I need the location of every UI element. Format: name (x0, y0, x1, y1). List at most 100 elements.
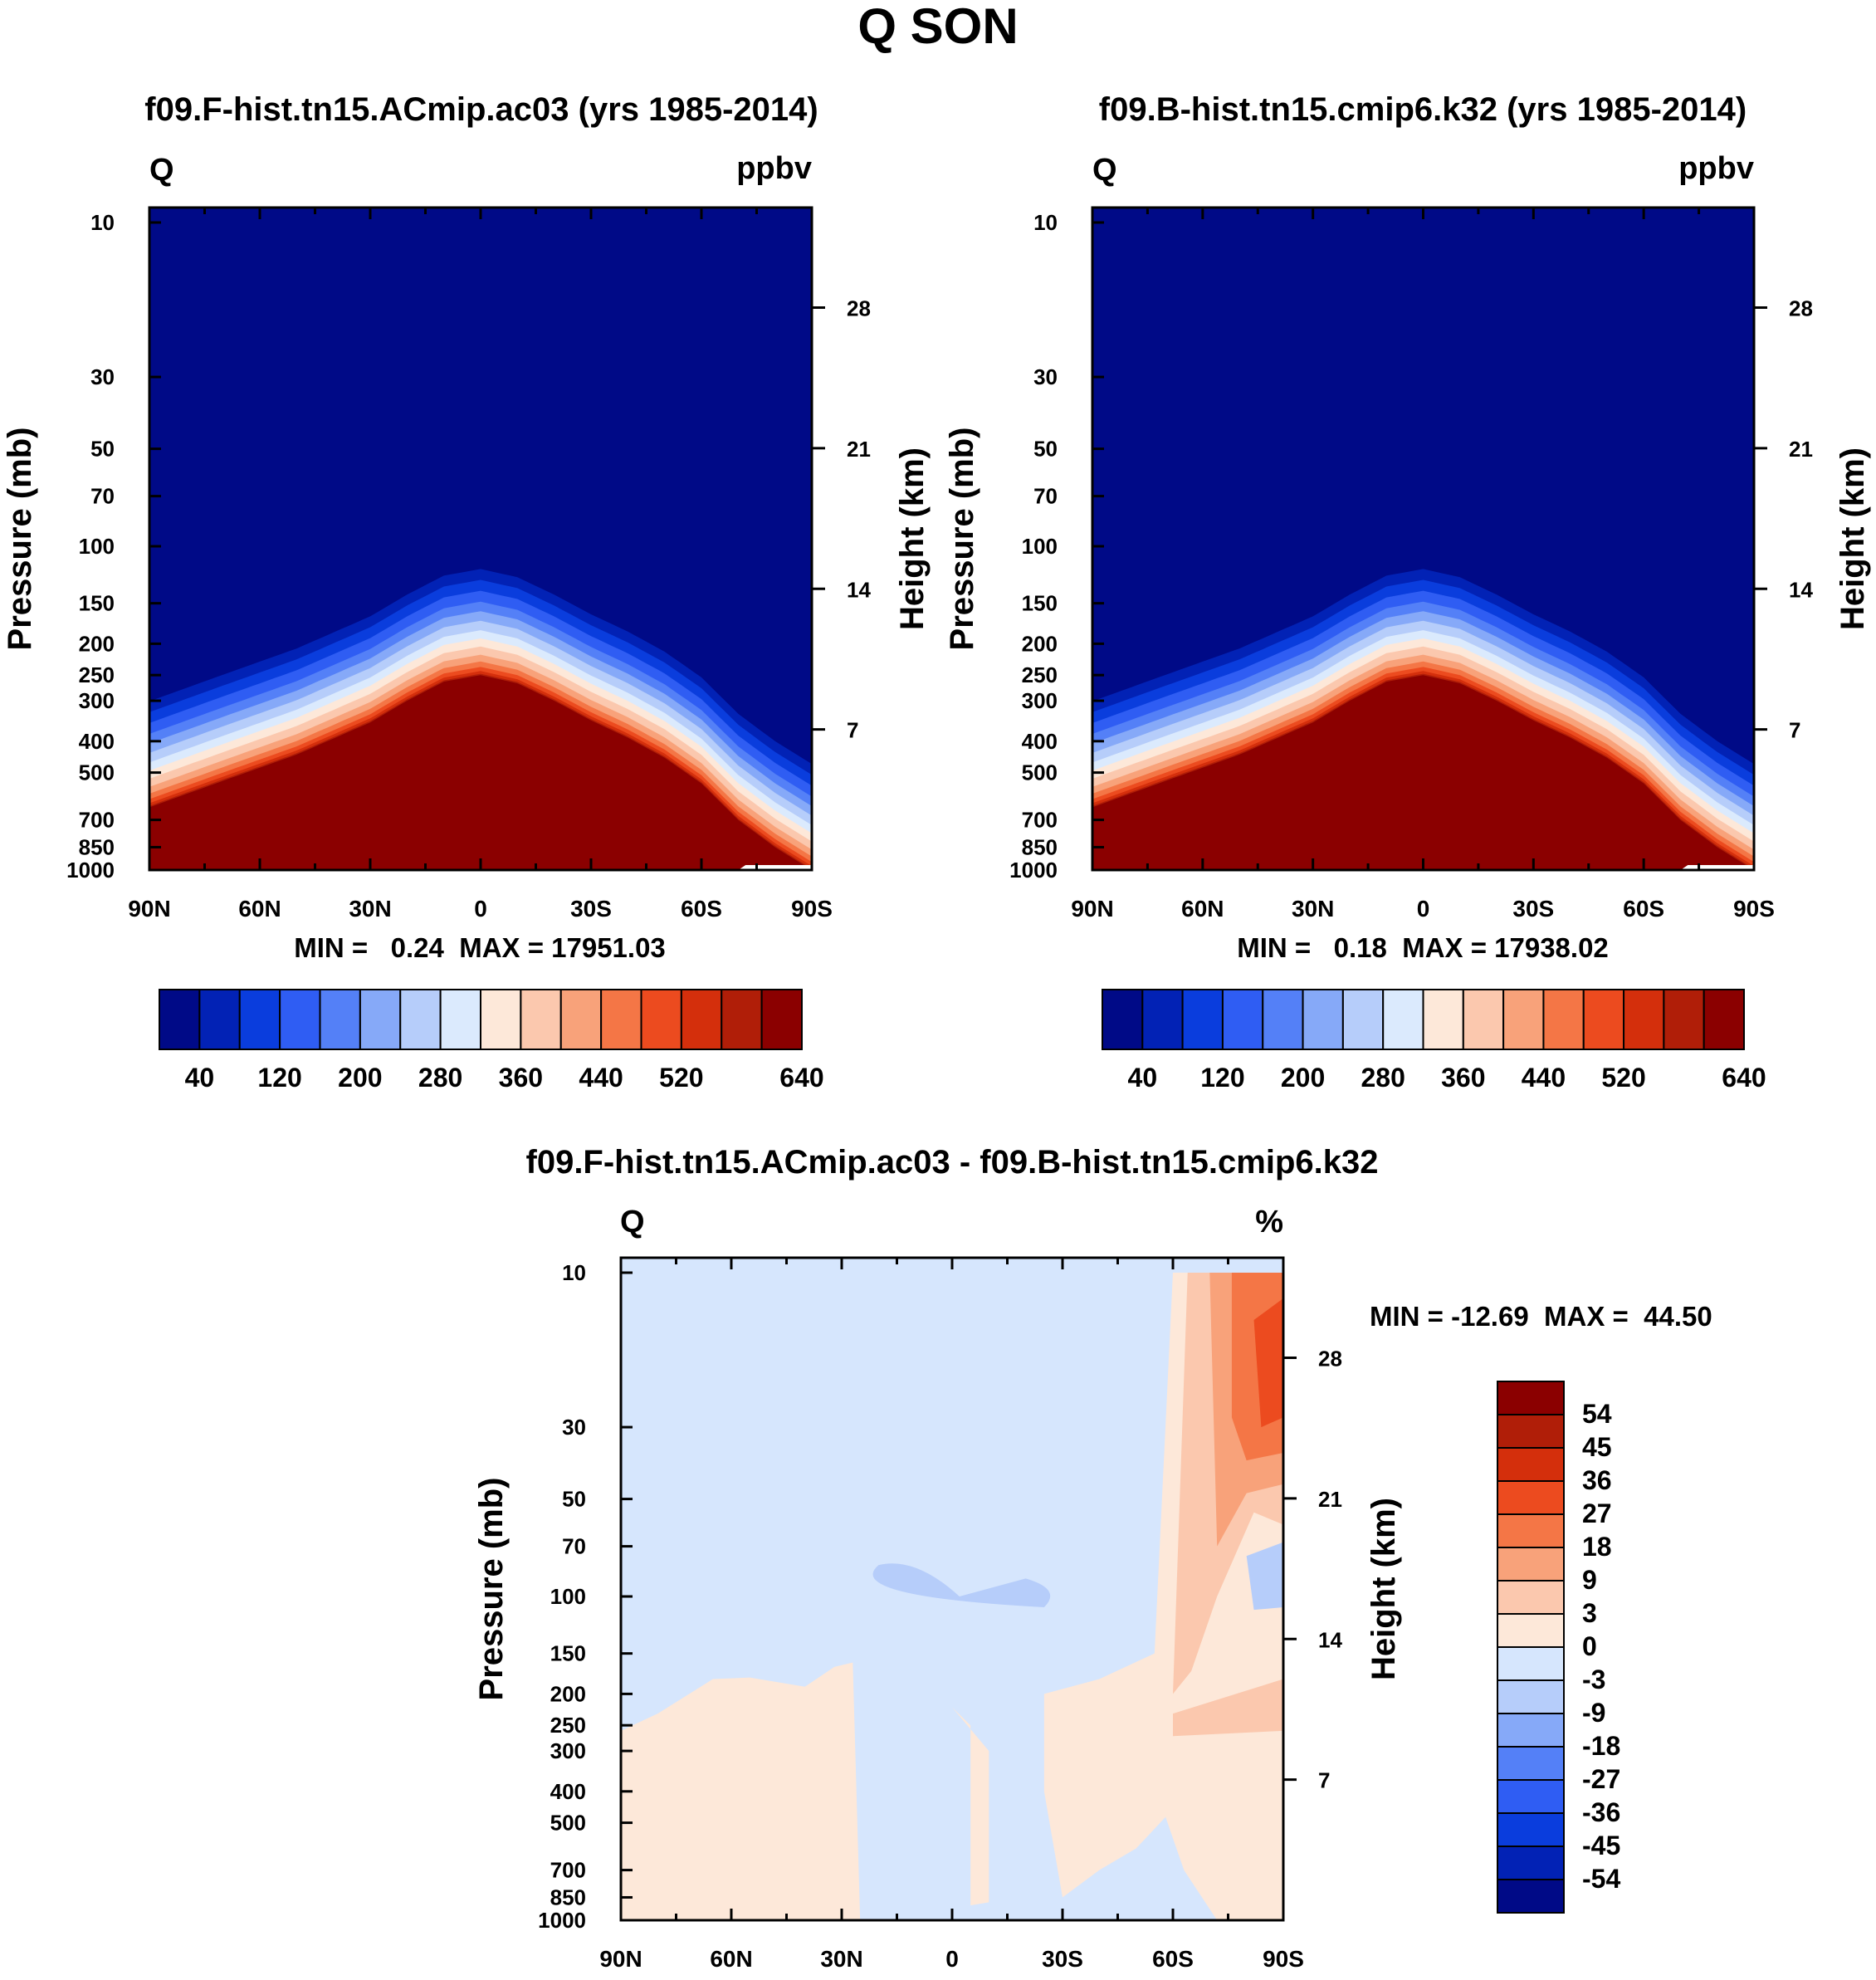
height-tick-label: 7 (1318, 1768, 1330, 1793)
colorbar-box (559, 989, 603, 1050)
pressure-tick-label: 100 (550, 1584, 586, 1609)
pressure-tick-label: 200 (79, 631, 115, 656)
panel-1-y2label: Height (km) (894, 447, 931, 630)
pressure-tick-label: 500 (79, 760, 115, 785)
pressure-tick-label: 250 (79, 662, 115, 687)
colorbar-label: 40 (1128, 1063, 1158, 1093)
colorbar-box (1497, 1713, 1565, 1748)
colorbar-box (1497, 1646, 1565, 1681)
pressure-tick-label: 1000 (66, 858, 115, 882)
pressure-tick-label: 500 (550, 1811, 586, 1836)
colorbar-box (760, 989, 803, 1050)
pressure-tick-label: 700 (79, 808, 115, 833)
colorbar-label: -54 (1582, 1864, 1620, 1894)
colorbar-label: 9 (1582, 1565, 1597, 1595)
pressure-tick-label: 400 (79, 729, 115, 754)
panel-3-axes: 1030507010015020025030040050070085010009… (538, 1258, 1342, 1972)
lat-tick-label: 0 (1417, 896, 1430, 922)
height-tick-label: 28 (847, 296, 871, 321)
colorbar-box (680, 989, 723, 1050)
colorbar-box (279, 989, 321, 1050)
colorbar-box (319, 989, 361, 1050)
lat-tick-label: 30S (570, 896, 612, 922)
colorbar-box (1502, 989, 1545, 1050)
positive-region-36 (1253, 1298, 1283, 1428)
height-tick-label: 7 (847, 718, 858, 743)
colorbar-box (1582, 989, 1625, 1050)
lat-tick-label: 60N (1181, 896, 1224, 922)
lat-tick-label: 30S (1512, 896, 1554, 922)
pressure-tick-label: 150 (1022, 591, 1058, 616)
colorbar-box (1462, 989, 1505, 1050)
height-tick-label: 21 (1789, 437, 1813, 462)
colorbar-label: 200 (338, 1063, 382, 1093)
panel-3-ylabel: Pressure (mb) (473, 1478, 510, 1701)
pressure-tick-label: 250 (1022, 662, 1058, 687)
colorbar-box (1262, 989, 1304, 1050)
lat-tick-label: 60S (1623, 896, 1664, 922)
pressure-tick-label: 500 (1022, 760, 1058, 785)
pressure-tick-label: 10 (90, 210, 115, 235)
panel-1-title: f09.F-hist.tn15.ACmip.ac03 (yrs 1985-201… (144, 91, 818, 128)
panel-2-colorbar: 40 120 200 280 360 440 520 640 (1102, 989, 1766, 1093)
colorbar-label: 440 (1522, 1063, 1566, 1093)
colorbar-box (1497, 1547, 1565, 1582)
colorbar-box (600, 989, 642, 1050)
colorbar-box (399, 989, 442, 1050)
panel-1-minmax: MIN = 0.24 MAX = 17951.03 (294, 932, 666, 963)
colorbar-label: 440 (579, 1063, 623, 1093)
panel-3-y2label: Height (km) (1365, 1498, 1402, 1680)
pressure-tick-label: 700 (550, 1858, 586, 1883)
panel-2-field (1092, 208, 1754, 870)
height-tick-label: 28 (1318, 1347, 1342, 1371)
panel-2-units: ppbv (1678, 151, 1754, 186)
panel-2-axes: 1030507010015020025030040050070085010009… (1009, 208, 1813, 922)
colorbar-label: -45 (1582, 1831, 1620, 1860)
colorbar-box (1181, 989, 1224, 1050)
colorbar-label: 18 (1582, 1532, 1612, 1562)
colorbar-box (1497, 1414, 1565, 1449)
colorbar-box (1497, 1746, 1565, 1781)
colorbar-label: 360 (499, 1063, 543, 1093)
pressure-tick-label: 10 (562, 1260, 586, 1285)
colorbar-box (1341, 989, 1385, 1050)
colorbar-box (1497, 1480, 1565, 1515)
colorbar-box (1542, 989, 1585, 1050)
panel-3-units: % (1255, 1205, 1283, 1239)
panel-1-ylabel: Pressure (mb) (2, 428, 38, 651)
panel-2-minmax: MIN = 0.18 MAX = 17938.02 (1237, 932, 1609, 963)
colorbar-box (1382, 989, 1424, 1050)
pressure-tick-label: 400 (550, 1779, 586, 1804)
lat-tick-label: 30N (349, 896, 391, 922)
colorbar-box (721, 989, 763, 1050)
panel-1-axes: 1030507010015020025030040050070085010009… (66, 208, 871, 922)
lat-tick-label: 90N (128, 896, 170, 922)
colorbar-label: 54 (1582, 1399, 1612, 1429)
lat-tick-label: 90N (599, 1946, 642, 1972)
colorbar-label: 3 (1582, 1598, 1597, 1628)
colorbar-box (1497, 1779, 1565, 1814)
colorbar-label: 280 (418, 1063, 462, 1093)
colorbar-box (1102, 989, 1144, 1050)
lat-tick-label: 30N (1292, 896, 1334, 922)
lat-tick-label: 60N (710, 1946, 752, 1972)
high-humidity-region (149, 675, 812, 870)
lat-tick-label: 0 (474, 896, 487, 922)
colorbar-box (1623, 989, 1665, 1050)
colorbar-label: 36 (1582, 1465, 1612, 1495)
colorbar-box (1497, 1381, 1565, 1415)
colorbar-box (480, 989, 522, 1050)
panel-3-minmax: MIN = -12.69 MAX = 44.50 (1370, 1301, 1712, 1332)
colorbar-label: 520 (659, 1063, 703, 1093)
panel-1-field (149, 208, 812, 870)
positive-region-9 (1173, 1679, 1283, 1737)
positive-region (952, 1707, 989, 1906)
pressure-tick-label: 200 (1022, 631, 1058, 656)
colorbar-label: -9 (1582, 1698, 1605, 1728)
lat-tick-label: 60S (681, 896, 722, 922)
pressure-tick-label: 30 (1033, 364, 1058, 389)
pressure-tick-label: 100 (1022, 534, 1058, 559)
colorbar-label: -27 (1582, 1764, 1620, 1794)
panel-3-variable: Q (620, 1205, 645, 1239)
colorbar-label: 40 (185, 1063, 215, 1093)
